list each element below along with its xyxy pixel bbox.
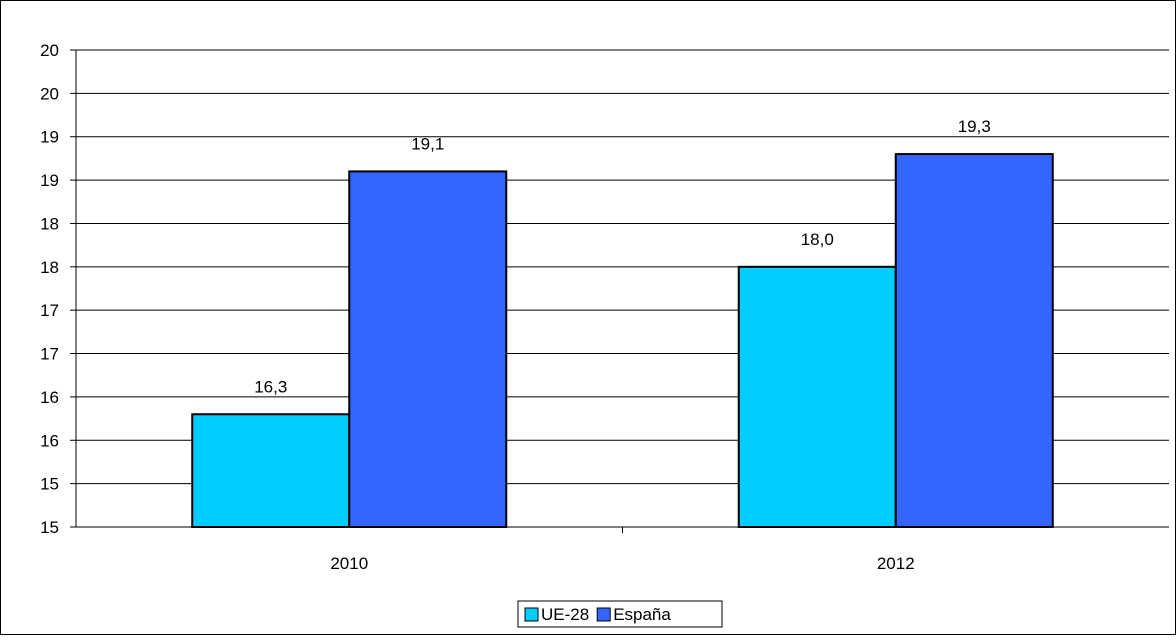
y-tick-label: 18: [40, 258, 59, 277]
y-tick-label: 15: [40, 518, 59, 537]
data-label: 19,1: [411, 134, 444, 153]
legend-label: UE-28: [541, 605, 589, 624]
y-tick-label: 15: [40, 475, 59, 494]
legend-box: [517, 600, 723, 628]
y-tick-label: 16: [40, 388, 59, 407]
y-tick-label: 16: [40, 431, 59, 450]
bar-ue-28-2012: [737, 265, 897, 528]
bar-españa-2010: [348, 170, 508, 528]
data-labels: 16,3 19,1 18,0 19,3: [254, 117, 991, 396]
y-tick-label: 20: [40, 84, 59, 103]
x-tick-label: 2010: [330, 554, 368, 573]
y-tick-label: 20: [40, 41, 59, 60]
data-label: 18,0: [801, 230, 834, 249]
axes: 15 15 16 16 17 17 18 18 19 19 20 20 2010 2012: [40, 41, 1169, 573]
x-tick-label: 2012: [877, 554, 915, 573]
y-tick-label: 19: [40, 128, 59, 147]
data-label: 19,3: [958, 117, 991, 136]
bar-españa-2012: [894, 153, 1054, 528]
y-tick-label: 19: [40, 171, 59, 190]
legend-swatch: [524, 607, 539, 622]
y-tick-label: 18: [40, 214, 59, 233]
bar-ue-28-2010: [191, 413, 351, 528]
legend-swatch: [596, 607, 611, 622]
data-label: 16,3: [254, 377, 287, 396]
legend: UE-28 España: [517, 600, 723, 628]
bars: [191, 153, 1054, 528]
y-tick-label: 17: [40, 301, 59, 320]
legend-label: España: [613, 605, 671, 624]
y-tick-label: 17: [40, 345, 59, 364]
